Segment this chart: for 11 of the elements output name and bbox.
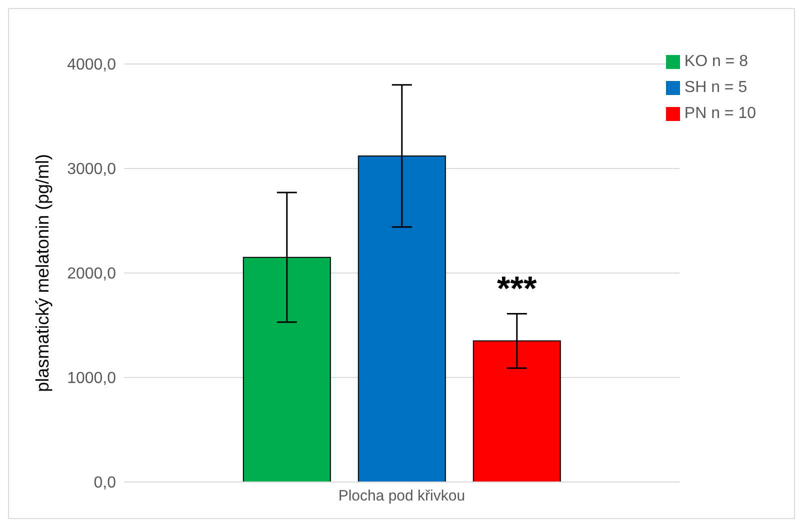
x-tick-label: Plocha pod křivkou [338, 488, 466, 505]
legend-label: PN n = 10 [684, 105, 756, 122]
legend-label: KO n = 8 [684, 53, 748, 70]
y-tick-label: 4000,0 [67, 56, 116, 74]
legend-label: SH n = 5 [684, 79, 748, 96]
y-tick-label: 2000,0 [67, 266, 116, 283]
y-tick-label: 0,0 [94, 474, 116, 492]
y-tick-label: 3000,0 [67, 161, 116, 178]
y-axis-title: plasmatický melatonin (pg/ml) [32, 154, 52, 392]
annotation: *** [497, 270, 538, 308]
y-tick-label: 1000,0 [67, 370, 116, 388]
